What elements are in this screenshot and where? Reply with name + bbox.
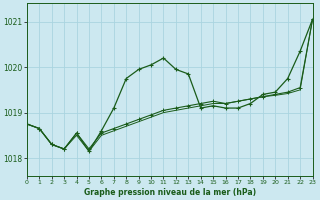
X-axis label: Graphe pression niveau de la mer (hPa): Graphe pression niveau de la mer (hPa) [84,188,256,197]
